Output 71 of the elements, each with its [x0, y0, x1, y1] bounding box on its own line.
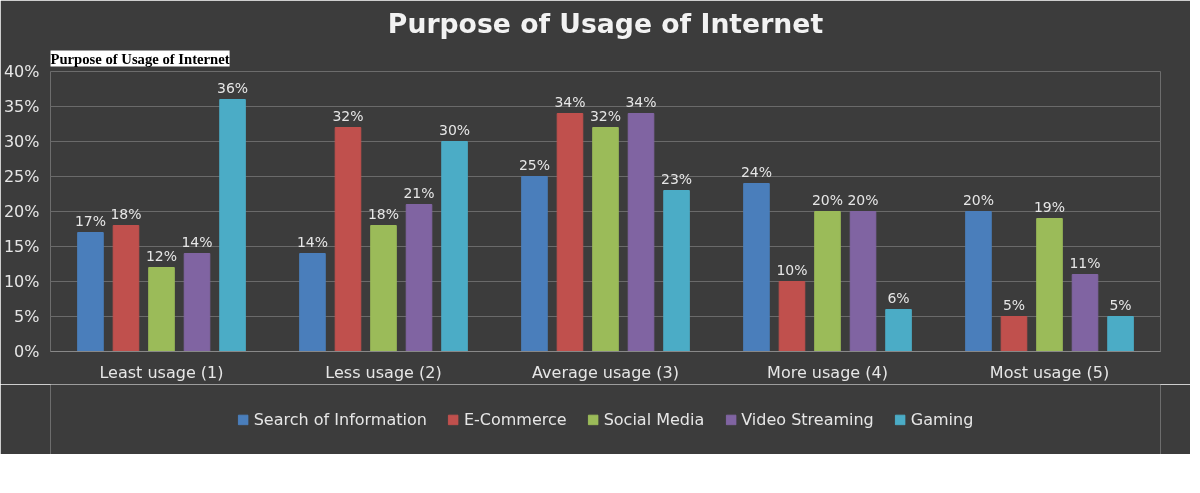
- data-label: 12%: [145, 247, 178, 264]
- data-label: 32%: [332, 107, 364, 124]
- bar: [885, 309, 912, 352]
- y-tick-label: 15%: [3, 237, 40, 256]
- data-label: 20%: [847, 191, 879, 208]
- bar: [521, 176, 548, 352]
- bar: [183, 253, 211, 352]
- bar: [219, 99, 246, 352]
- data-label: 36%: [216, 79, 249, 96]
- data-label: 5%: [1002, 296, 1026, 313]
- bar: [1036, 218, 1063, 352]
- data-label: 25%: [518, 156, 551, 173]
- bar: [849, 211, 877, 352]
- bar: [299, 253, 326, 352]
- bar: [1107, 316, 1134, 352]
- data-label: 18%: [110, 205, 142, 222]
- bar: [77, 232, 104, 352]
- bar: [743, 183, 770, 352]
- y-tick-label: 10%: [3, 272, 40, 291]
- legend-label: E-Commerce: [463, 409, 567, 429]
- bar: [663, 190, 690, 352]
- bar: [965, 211, 992, 352]
- text: Purpose of Usage of Internet: [50, 50, 230, 67]
- data-label: 19%: [1033, 198, 1066, 215]
- bar: [778, 281, 806, 352]
- y-tick-label: 5%: [14, 307, 40, 326]
- data-label: 34%: [554, 93, 586, 110]
- legend-label: Social Media: [603, 409, 705, 429]
- data-label: 18%: [367, 205, 400, 222]
- x-tick-label: More usage (4): [767, 362, 888, 382]
- data-label: 5%: [1109, 296, 1132, 313]
- bar: [814, 211, 841, 352]
- y-tick-label: 0%: [14, 342, 40, 361]
- data-label: 21%: [403, 184, 435, 201]
- y-tick-label: 30%: [3, 132, 40, 151]
- data-label: 10%: [776, 261, 808, 278]
- bar: [627, 113, 655, 352]
- legend-label: Gaming: [910, 409, 974, 429]
- data-label: 23%: [660, 170, 693, 187]
- bar: [112, 225, 140, 352]
- bar: [148, 267, 175, 352]
- data-label: 30%: [438, 121, 471, 138]
- legend-label: Video Streaming: [741, 409, 874, 429]
- data-label: 14%: [296, 233, 329, 250]
- data-label: 24%: [740, 163, 773, 180]
- chart-title: Purpose of Usage of Internet: [387, 7, 824, 39]
- x-tick-label: Average usage (3): [532, 362, 679, 382]
- x-tick-label: Most usage (5): [989, 362, 1110, 382]
- y-tick-label: 35%: [3, 97, 40, 116]
- bar: [556, 113, 584, 352]
- bar: [334, 127, 362, 352]
- y-tick-label: 40%: [3, 62, 40, 81]
- y-tick-label: 25%: [3, 167, 40, 186]
- data-label: 20%: [811, 191, 844, 208]
- data-label: 11%: [1069, 254, 1101, 271]
- data-label: 17%: [74, 212, 107, 229]
- x-tick-label: Less usage (2): [325, 362, 442, 382]
- data-label: 20%: [962, 191, 995, 208]
- y-tick-label: 20%: [3, 202, 40, 221]
- bar: [405, 204, 433, 352]
- data-label: 6%: [887, 289, 910, 306]
- x-tick-label: Least usage (1): [99, 362, 224, 382]
- data-label: 14%: [181, 233, 213, 250]
- legend-label: Search of Information: [253, 409, 427, 429]
- bar: [370, 225, 397, 352]
- data-label: 32%: [589, 107, 622, 124]
- data-label: 34%: [625, 93, 657, 110]
- bar: [441, 141, 468, 352]
- bar: [1000, 316, 1028, 352]
- bar: [592, 127, 619, 352]
- bar: [1071, 274, 1099, 352]
